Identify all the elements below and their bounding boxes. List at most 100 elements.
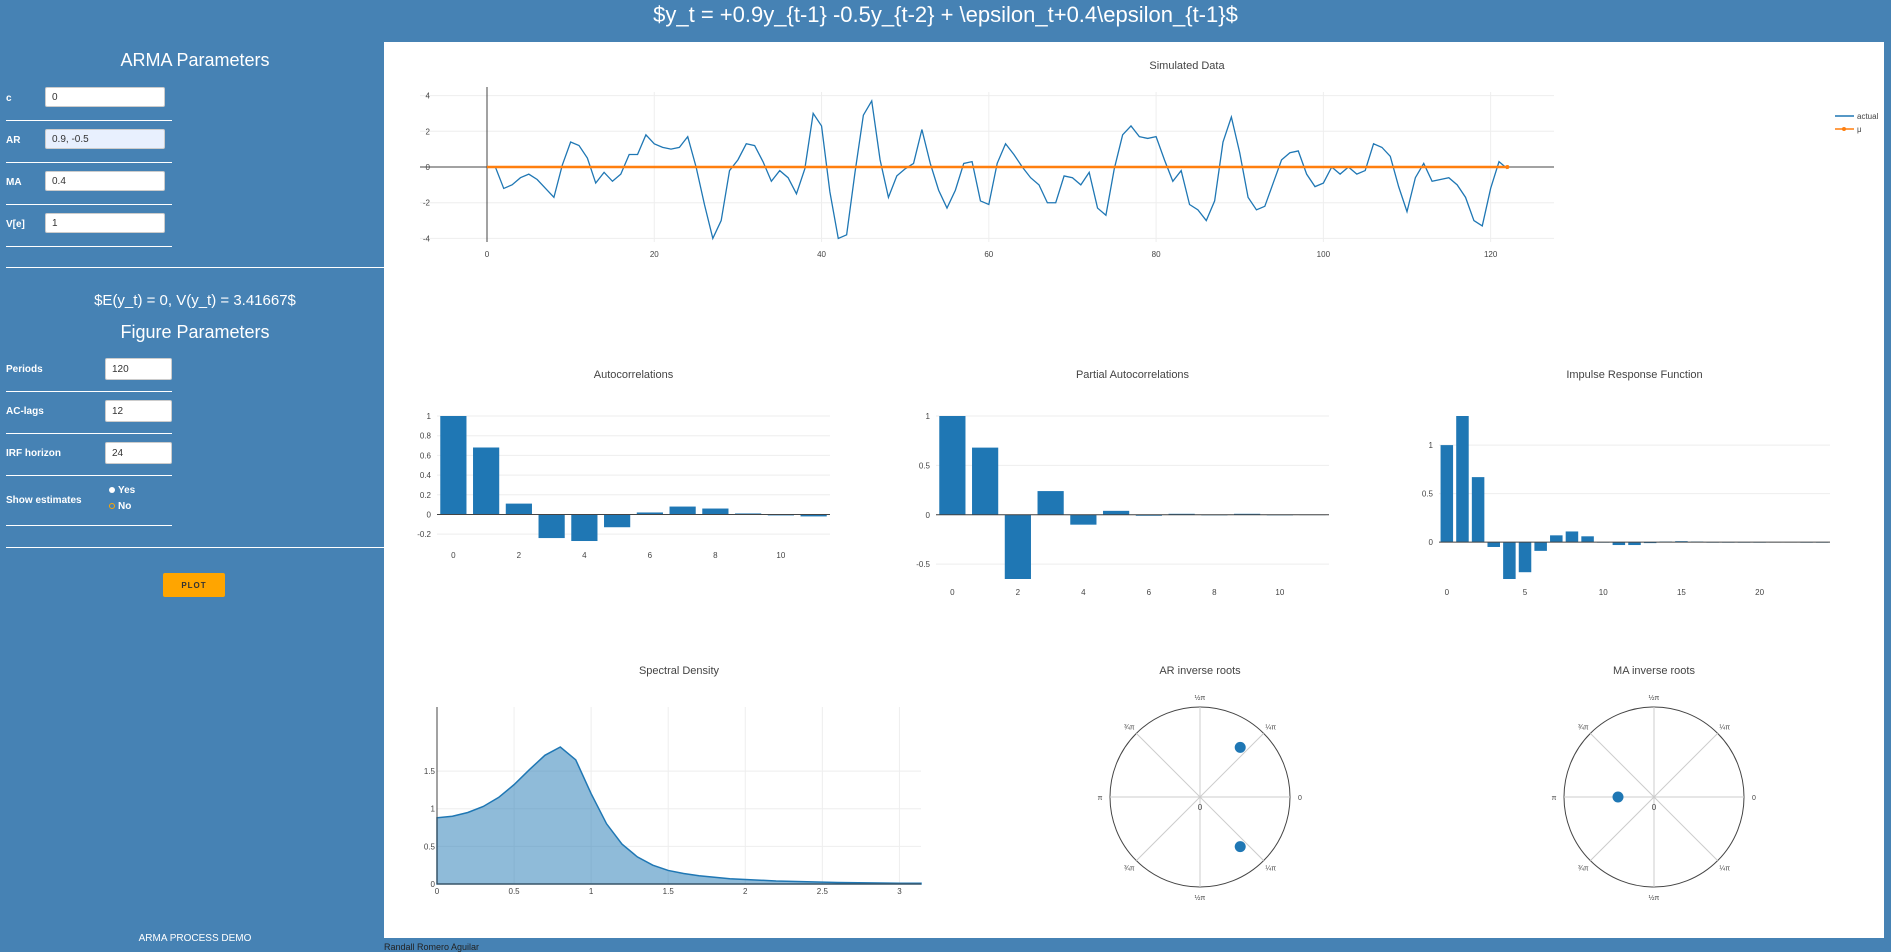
- param-c-input[interactable]: [45, 87, 165, 107]
- y-tick-label: 0.6: [420, 451, 432, 460]
- bar: [636, 512, 663, 515]
- legend-actual-label: actual: [1857, 112, 1879, 121]
- bar: [1581, 536, 1594, 543]
- chart-title: Autocorrelations: [594, 369, 674, 381]
- y-tick-label: 1: [427, 412, 432, 421]
- spoke-line: [1199, 733, 1264, 798]
- x-tick-label: 1.5: [663, 887, 675, 896]
- irf-horizon-row: IRF horizon: [6, 435, 172, 476]
- param-ma-row: MA: [6, 164, 172, 205]
- angle-tick-label: π: [1552, 795, 1557, 802]
- mean-marker: [1505, 165, 1510, 169]
- app-footer: ARMA PROCESS DEMO: [138, 933, 252, 944]
- angle-tick-label: ¼π: [1265, 724, 1276, 731]
- page-title: $y_t = +0.9y_{t-1} -0.5y_{t-2} + \epsilo…: [653, 2, 1238, 27]
- y-tick-label: -2: [423, 199, 431, 208]
- x-tick-label: 6: [648, 551, 653, 560]
- angle-tick-label: ¾π: [1578, 866, 1589, 873]
- y-tick-label: -0.5: [916, 560, 930, 569]
- param-ar-input[interactable]: [45, 129, 165, 149]
- irf-horizon-input[interactable]: [105, 442, 172, 464]
- y-tick-label: 0.5: [1422, 490, 1434, 499]
- moments-text: $E(y_t) = 0, V(y_t) = 3.41667$: [94, 292, 296, 309]
- periods-row: Periods: [6, 351, 172, 392]
- x-tick-label: 80: [1152, 250, 1161, 259]
- x-tick-label: 8: [713, 551, 718, 560]
- bar: [538, 514, 565, 539]
- charts-canvas: Simulated Data-4-2024020406080100120actu…: [417, 60, 1879, 902]
- bar: [1628, 542, 1641, 546]
- angle-tick-label: ½π: [1649, 894, 1660, 902]
- main-panel: Simulated Data-4-2024020406080100120actu…: [384, 42, 1884, 938]
- show-estimates-no-radio[interactable]: No: [109, 501, 131, 512]
- y-tick-label: -0.2: [417, 530, 431, 539]
- divider: [6, 267, 384, 268]
- y-tick-label: 4: [426, 92, 431, 101]
- show-estimates-yes-radio[interactable]: Yes: [109, 485, 135, 496]
- chart-title: MA inverse roots: [1613, 665, 1695, 677]
- x-tick-label: 0: [485, 250, 490, 259]
- ac-lags-input[interactable]: [105, 400, 172, 422]
- root-point: [1234, 741, 1246, 753]
- angle-tick-label: ¾π: [1578, 724, 1589, 731]
- y-tick-label: 0.5: [919, 461, 931, 470]
- y-tick-label: -4: [423, 234, 431, 243]
- y-tick-label: 0: [427, 510, 432, 519]
- bar: [1103, 510, 1130, 515]
- x-tick-label: 15: [1677, 588, 1686, 597]
- angle-tick-label: ¾π: [1124, 866, 1135, 873]
- param-c-row: c: [6, 80, 172, 121]
- radio-selected-icon: [109, 487, 115, 494]
- y-tick-label: 1.5: [424, 767, 436, 776]
- legend-mean-marker: [1842, 127, 1846, 131]
- bar: [669, 506, 696, 515]
- y-tick-label: 0: [431, 880, 436, 889]
- bar: [939, 416, 966, 515]
- x-tick-label: 60: [984, 250, 993, 259]
- chart-title: Partial Autocorrelations: [1076, 369, 1190, 381]
- x-tick-label: 0: [451, 551, 456, 560]
- x-tick-label: 2.5: [817, 887, 829, 896]
- angle-tick-label: 0: [1298, 795, 1302, 802]
- param-ma-input[interactable]: [45, 171, 165, 191]
- sidebar: ARMA Parameters c AR MA V[e] $E(y_t) = 0…: [6, 40, 384, 952]
- plot-button[interactable]: PLOT: [163, 573, 225, 597]
- x-tick-label: 0.5: [509, 887, 521, 896]
- ac-lags-label: AC-lags: [6, 406, 44, 417]
- spoke-line: [1136, 733, 1201, 798]
- chart-title: Impulse Response Function: [1566, 369, 1702, 381]
- param-ma-label: MA: [6, 177, 22, 188]
- figure-parameters-heading: Figure Parameters: [120, 322, 270, 342]
- x-tick-label: 1: [589, 887, 594, 896]
- angle-tick-label: ¼π: [1719, 724, 1730, 731]
- bar: [440, 416, 467, 515]
- series-actual-line: [487, 98, 1508, 241]
- y-tick-label: 0.8: [420, 432, 432, 441]
- periods-label: Periods: [6, 364, 43, 375]
- x-tick-label: 6: [1147, 588, 1152, 597]
- spectral-area: [436, 746, 922, 885]
- bar: [1070, 514, 1097, 525]
- root-point: [1234, 841, 1246, 853]
- x-tick-label: 4: [582, 551, 587, 560]
- periods-input[interactable]: [105, 358, 172, 380]
- x-tick-label: 100: [1317, 250, 1331, 259]
- x-tick-label: 4: [1081, 588, 1086, 597]
- param-ve-row: V[e]: [6, 206, 172, 247]
- x-tick-label: 0: [950, 588, 955, 597]
- y-tick-label: 1: [431, 805, 436, 814]
- chart-title: Spectral Density: [639, 665, 720, 677]
- bar: [1037, 491, 1064, 515]
- bar: [505, 503, 532, 515]
- bar: [604, 514, 631, 528]
- param-ve-input[interactable]: [45, 213, 165, 233]
- bar: [473, 447, 500, 515]
- radial-tick-label: 0: [1198, 803, 1203, 812]
- bar: [1612, 542, 1626, 546]
- y-tick-label: 1: [926, 412, 931, 421]
- x-tick-label: 120: [1484, 250, 1498, 259]
- x-tick-label: 20: [650, 250, 659, 259]
- show-estimates-label: Show estimates: [6, 495, 82, 506]
- spoke-line: [1136, 796, 1201, 861]
- y-tick-label: 1: [1429, 441, 1434, 450]
